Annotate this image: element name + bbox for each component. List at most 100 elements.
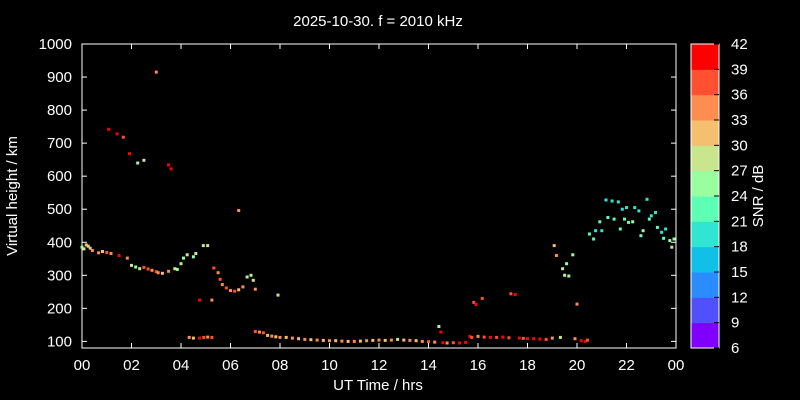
data-point [365, 339, 369, 343]
data-point [101, 250, 104, 253]
colorbar-label: SNR / dB [750, 165, 767, 228]
data-point [565, 262, 569, 266]
data-point [637, 209, 641, 213]
data-point [270, 334, 274, 338]
colorbar-segment [691, 44, 719, 70]
data-point [612, 217, 616, 221]
x-tick-label: 22 [618, 357, 635, 374]
x-tick-label: 14 [420, 357, 437, 374]
data-point [187, 335, 191, 339]
data-point [495, 335, 499, 339]
data-point [206, 244, 210, 248]
data-point [639, 234, 643, 238]
data-point [86, 244, 90, 248]
y-tick-label: 700 [47, 135, 72, 152]
data-point [464, 340, 468, 344]
data-point [167, 269, 171, 273]
colorbar-tick-label: 42 [731, 36, 748, 53]
data-point [179, 262, 183, 266]
data-point [414, 339, 418, 343]
colorbar-tick-label: 36 [731, 87, 748, 104]
data-point [261, 331, 265, 335]
chart-title: 2025-10-30. f = 2010 kHz [293, 13, 463, 30]
data-point [625, 206, 628, 210]
data-point [427, 340, 430, 344]
data-point [604, 198, 608, 202]
data-point [340, 339, 344, 343]
data-point [618, 227, 622, 231]
data-point [616, 200, 620, 204]
data-point [173, 267, 177, 271]
data-point [573, 337, 577, 341]
data-point [480, 296, 484, 300]
data-point [567, 274, 571, 278]
data-point [346, 339, 350, 343]
colorbar-tick-label: 30 [731, 137, 748, 154]
data-point [253, 287, 257, 291]
data-point [88, 246, 92, 250]
x-tick-label: 00 [668, 357, 685, 374]
data-point [664, 227, 668, 231]
data-point [245, 275, 249, 279]
x-axis: 00 02 04 06 08 10 12 14 16 18 20 22 00 [74, 44, 685, 374]
data-point [558, 335, 562, 339]
data-point [441, 341, 445, 345]
data-point [210, 298, 214, 302]
y-axis-label: Virtual height / km [4, 136, 21, 256]
data-point [241, 285, 245, 289]
data-point [321, 338, 325, 342]
data-point [220, 283, 224, 287]
colorbar-segment [691, 297, 719, 324]
data-point [136, 161, 140, 165]
data-point [472, 300, 476, 304]
data-point [631, 220, 635, 224]
data-point [82, 247, 86, 251]
data-point [606, 216, 610, 219]
y-tick-label: 800 [47, 102, 72, 119]
data-point [90, 249, 94, 252]
data-point [109, 252, 113, 255]
data-point [121, 135, 125, 139]
data-point [194, 252, 198, 255]
x-tick-label: 20 [569, 357, 586, 374]
data-point [290, 336, 294, 340]
data-point [598, 220, 602, 224]
data-point [198, 336, 202, 340]
data-point [501, 335, 505, 339]
data-point [561, 267, 565, 271]
data-point [146, 267, 150, 271]
data-point [167, 163, 171, 167]
colorbar-tick-label: 6 [731, 340, 739, 357]
data-point [383, 338, 387, 342]
colorbar-tick-label: 21 [731, 213, 748, 230]
data-point [251, 278, 255, 282]
data-point [587, 232, 591, 236]
data-point [371, 338, 375, 342]
data-point [563, 273, 567, 277]
data-point [532, 337, 536, 341]
x-tick-label: 18 [519, 357, 536, 374]
data-point [396, 337, 400, 341]
data-point [142, 158, 146, 162]
data-point [579, 339, 583, 343]
colorbar-segment [691, 322, 719, 349]
data-point [210, 335, 214, 339]
colorbar-tick-label: 18 [731, 239, 748, 256]
colorbar-tick-label: 24 [731, 188, 748, 205]
data-point [521, 336, 525, 340]
data-point [513, 293, 517, 296]
colorbar-segment [691, 170, 719, 197]
data-point [668, 239, 672, 243]
y-tick-label: 900 [47, 69, 72, 86]
y-axis: 100 200 300 400 500 600 700 800 900 1000 [39, 36, 676, 350]
data-point [509, 292, 513, 296]
y-tick-label: 300 [47, 267, 72, 284]
colorbar-segment [691, 246, 719, 273]
data-point [229, 289, 232, 292]
data-point [488, 335, 492, 339]
colorbar-tick-label: 27 [731, 163, 748, 180]
data-point [610, 199, 614, 203]
data-point [482, 335, 486, 339]
data-point [216, 271, 220, 275]
